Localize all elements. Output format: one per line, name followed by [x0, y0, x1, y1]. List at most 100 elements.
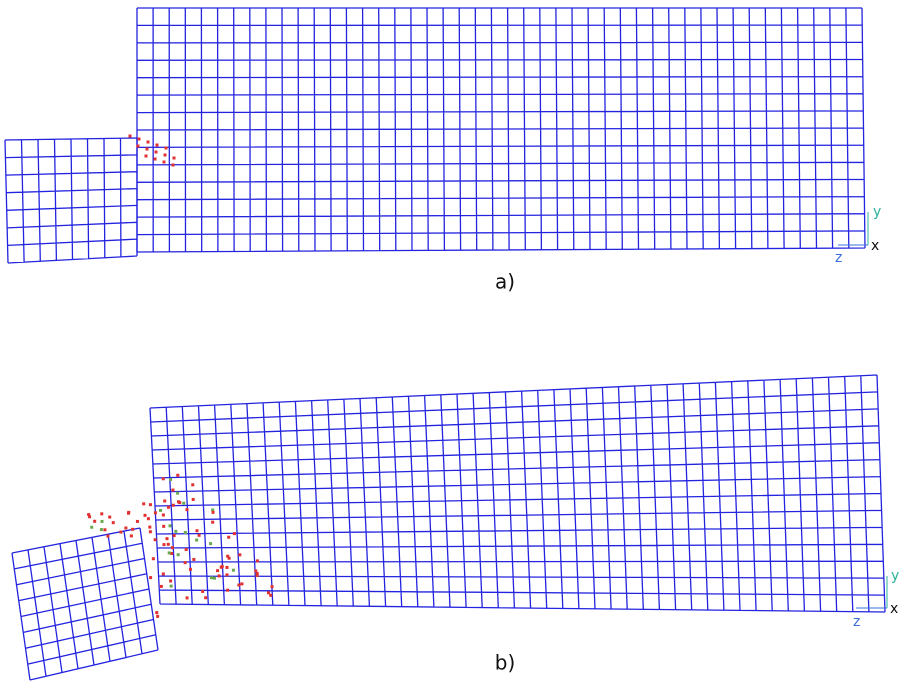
damage-marker	[176, 473, 180, 477]
damage-marker	[237, 583, 241, 587]
damage-marker	[191, 497, 195, 501]
damage-marker	[169, 477, 173, 481]
damage-marker	[103, 528, 107, 532]
damage-marker	[227, 556, 231, 560]
damage-marker	[184, 547, 188, 551]
damage-marker	[176, 500, 180, 504]
damage-marker	[162, 543, 166, 547]
damage-marker	[88, 515, 92, 519]
damage-marker	[165, 537, 169, 541]
damage-marker	[161, 477, 165, 481]
damage-marker	[171, 163, 175, 167]
damage-marker	[162, 160, 166, 164]
damage-marker	[108, 515, 112, 519]
damage-marker	[267, 591, 271, 595]
damage-marker	[226, 588, 230, 592]
damage-marker	[211, 508, 215, 512]
damage-marker	[232, 532, 236, 536]
damage-marker	[99, 528, 103, 532]
damage-marker	[255, 574, 259, 578]
damage-marker	[176, 553, 180, 557]
damage-marker	[174, 529, 178, 533]
damage-marker	[211, 510, 215, 514]
axis-label: y	[873, 204, 881, 220]
damage-marker	[163, 153, 167, 157]
damage-marker	[176, 491, 180, 495]
damage-marker	[172, 156, 176, 160]
meshes	[4, 7, 886, 681]
damage-marker	[226, 554, 230, 558]
damage-marker	[192, 557, 196, 561]
damage-marker	[106, 534, 110, 538]
damage-marker	[185, 596, 189, 600]
damage-marker	[90, 525, 94, 529]
damage-marker	[128, 134, 132, 138]
damage-marker	[170, 546, 174, 550]
damage-marker	[159, 508, 163, 512]
damage-marker	[240, 582, 244, 586]
damage-marker	[149, 576, 153, 580]
damage-marker	[182, 501, 186, 505]
damage-marker	[270, 585, 274, 589]
damage-marker	[146, 140, 150, 144]
damage-marker	[100, 519, 104, 523]
damage-marker	[211, 520, 215, 524]
damage-marker	[148, 525, 152, 529]
damage-marker	[145, 147, 149, 151]
damage-marker	[185, 508, 189, 512]
damage-marker	[126, 511, 130, 515]
axis-triad: y x z	[835, 204, 881, 266]
damage-marker	[167, 551, 171, 555]
damage-marker	[100, 512, 104, 516]
damage-marker	[146, 517, 150, 521]
panel-label: a)	[495, 270, 515, 294]
damage-marker	[155, 143, 159, 147]
damage-marker	[156, 614, 160, 618]
damage-marker	[131, 527, 135, 531]
damage-marker	[87, 513, 91, 517]
panel-label: b)	[495, 651, 516, 675]
damage-marker	[183, 530, 187, 534]
damage-marker	[195, 529, 199, 533]
damage-marker	[217, 574, 221, 578]
damage-marker	[153, 511, 157, 515]
damage-marker	[195, 538, 199, 542]
damage-marker	[137, 137, 141, 141]
damage-marker	[166, 542, 170, 546]
damage-marker	[209, 542, 213, 546]
damage-marker	[155, 611, 159, 615]
damage-marker	[119, 530, 123, 534]
damage-marker	[255, 571, 259, 575]
damage-marker	[161, 572, 165, 576]
damage-marker	[144, 154, 148, 158]
damage-marker	[124, 526, 128, 530]
mesh	[149, 374, 886, 613]
damage-marker	[201, 589, 205, 593]
damage-marker	[220, 564, 224, 568]
axis-triad: y x z	[853, 568, 899, 630]
damage-marker	[216, 569, 220, 573]
damage-marker	[170, 552, 174, 556]
damage-markers	[87, 134, 274, 618]
damage-marker	[213, 576, 217, 580]
damage-marker	[111, 521, 115, 525]
damage-marker	[129, 534, 133, 538]
damage-marker	[169, 584, 173, 588]
damage-marker	[225, 565, 229, 569]
damage-marker	[225, 573, 229, 577]
mesh	[136, 7, 866, 253]
damage-marker	[161, 513, 165, 517]
damage-marker	[93, 519, 97, 523]
damage-marker	[154, 150, 158, 154]
damage-marker	[209, 576, 213, 580]
damage-marker	[188, 567, 192, 571]
damage-marker	[169, 579, 173, 583]
damage-marker	[171, 488, 175, 492]
damage-marker	[191, 483, 195, 487]
damage-marker	[148, 503, 152, 507]
damage-marker	[162, 524, 166, 528]
damage-marker	[148, 530, 152, 534]
damage-marker	[166, 505, 170, 509]
mesh	[4, 137, 138, 264]
